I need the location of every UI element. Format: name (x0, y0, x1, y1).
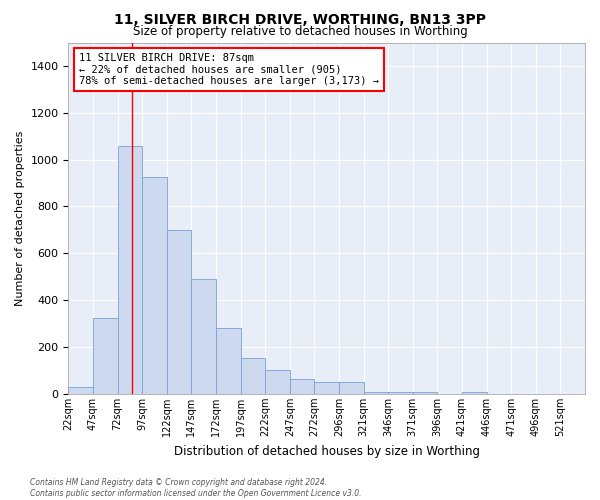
Y-axis label: Number of detached properties: Number of detached properties (15, 130, 25, 306)
Bar (413, 392, 437, 394)
Text: 11, SILVER BIRCH DRIVE, WORTHING, BN13 3PP: 11, SILVER BIRCH DRIVE, WORTHING, BN13 3… (114, 12, 486, 26)
Bar (93, 318, 118, 394)
Bar (167, 230, 191, 394)
Bar (118, 146, 142, 394)
Bar (191, 279, 216, 394)
Bar (462, 392, 487, 394)
Bar (364, 392, 388, 394)
Bar (241, 358, 265, 394)
Bar (265, 370, 290, 394)
X-axis label: Distribution of detached houses by size in Worthing: Distribution of detached houses by size … (174, 444, 480, 458)
Bar (388, 392, 413, 394)
Text: Size of property relative to detached houses in Worthing: Size of property relative to detached ho… (133, 25, 467, 38)
Bar (142, 177, 167, 394)
Bar (216, 328, 241, 394)
Text: 11 SILVER BIRCH DRIVE: 87sqm
← 22% of detached houses are smaller (905)
78% of s: 11 SILVER BIRCH DRIVE: 87sqm ← 22% of de… (79, 53, 379, 86)
Bar (339, 382, 364, 394)
Text: Contains HM Land Registry data © Crown copyright and database right 2024.
Contai: Contains HM Land Registry data © Crown c… (30, 478, 361, 498)
Bar (290, 378, 314, 394)
Bar (68, 387, 93, 394)
Bar (314, 382, 339, 394)
